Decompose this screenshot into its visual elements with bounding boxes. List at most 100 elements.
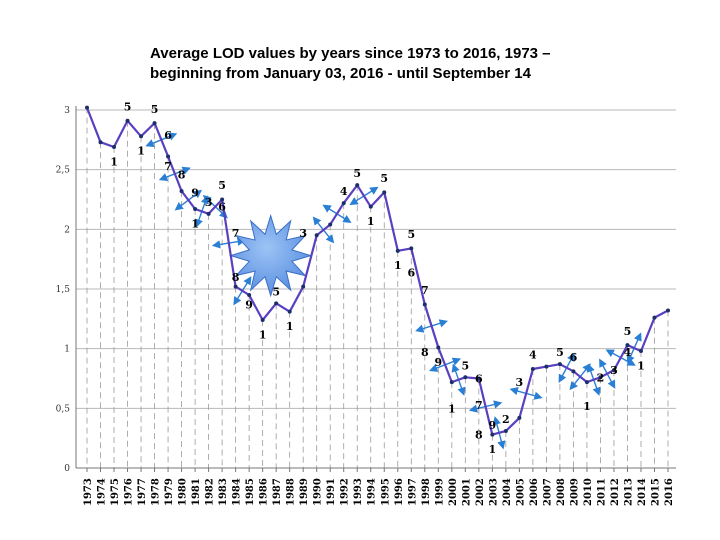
x-tick-label: 2007 (542, 478, 553, 506)
data-point (314, 233, 319, 238)
x-tick-label: 2010 (583, 478, 594, 506)
data-point (274, 301, 279, 306)
data-point (449, 380, 454, 385)
annotation-label: 2 (502, 413, 510, 426)
annotation-label: 1 (137, 145, 145, 158)
annotation-label: 2 (597, 371, 605, 384)
data-point (260, 318, 265, 323)
x-tick-label: 1997 (407, 478, 418, 506)
x-tick-label: 1994 (367, 478, 378, 506)
data-point (193, 207, 198, 212)
annotation-label: 8 (178, 168, 186, 181)
annotation-label: 1 (489, 443, 497, 456)
annotation-label: 6 (164, 129, 172, 142)
x-tick-label: 1973 (83, 478, 94, 506)
annotation-label: 1 (191, 217, 199, 230)
series-line (85, 107, 669, 436)
data-point (247, 292, 252, 297)
x-tick-label: 1983 (218, 478, 229, 506)
annotation-label: 1 (637, 359, 645, 372)
annotation-label: 5 (124, 100, 132, 113)
annotation-label: 1 (583, 400, 591, 413)
annotation-label: 8 (232, 271, 240, 284)
annotation-label: 1 (394, 259, 402, 272)
annotation-label: 4 (624, 346, 632, 359)
x-tick-label: 1974 (97, 478, 108, 506)
annotation-label: 3 (205, 196, 213, 209)
annotation-label: 5 (624, 325, 632, 338)
annotation-label: 9 (245, 299, 253, 312)
data-point (422, 302, 427, 307)
annotation-label: 8 (475, 429, 483, 442)
annotation-label: 8 (421, 346, 429, 359)
x-tick-label: 1995 (380, 478, 391, 506)
data-point (611, 368, 616, 373)
star-burst (228, 213, 313, 298)
data-point (287, 309, 292, 314)
y-axis: 0 0,5 1 1,5 2 2,5 3 (56, 106, 77, 474)
y-tick-label: 3 (64, 106, 70, 116)
x-tick-label: 1991 (326, 478, 337, 506)
annotation-label: 7 (164, 160, 172, 173)
annotation-label: 5 (556, 346, 564, 359)
data-point (625, 343, 630, 348)
data-point (368, 204, 373, 209)
x-tick-label: 1987 (272, 478, 283, 506)
x-tick-label: 2006 (529, 478, 540, 506)
annotation-label: 6 (570, 351, 578, 364)
annotation-label: 6 (475, 373, 483, 386)
x-tick-label: 1981 (191, 478, 202, 506)
x-tick-label: 2015 (650, 478, 661, 506)
chart-title-line-1: Average LOD values by years since 1973 t… (150, 45, 551, 62)
chart-title: Average LOD values by years since 1973 t… (150, 44, 590, 84)
data-point (571, 369, 576, 374)
x-tick-label: 2004 (502, 478, 513, 506)
annotation-label: 6 (218, 201, 226, 214)
annotation-label: 3 (516, 376, 524, 389)
y-tick-label: 2 (64, 225, 70, 235)
x-tick-label: 2002 (475, 478, 486, 506)
data-point (638, 349, 643, 354)
x-tick-label: 2012 (610, 478, 621, 506)
annotation-label: 1 (286, 320, 294, 333)
annotation-label: 4 (340, 185, 348, 198)
data-point (206, 211, 211, 216)
data-point (301, 284, 306, 289)
data-point (584, 380, 589, 385)
data-point (179, 189, 184, 194)
annotation-label: 7 (232, 227, 240, 240)
annotation-label: 7 (421, 284, 429, 297)
x-tick-label: 2008 (556, 478, 567, 506)
y-tick-label: 0,5 (56, 404, 71, 414)
data-point (125, 118, 130, 123)
y-tick-label: 0 (64, 464, 70, 474)
annotation-label: 1 (259, 328, 267, 341)
data-point (166, 154, 171, 159)
x-tick-label: 2016 (664, 478, 675, 506)
x-tick-label: 1990 (313, 478, 324, 506)
x-tick-label: 1979 (164, 478, 175, 506)
x-tick-label: 1978 (151, 478, 162, 506)
data-point (517, 415, 522, 420)
data-point (652, 315, 657, 320)
data-point (395, 248, 400, 253)
lod-series-line (85, 107, 669, 436)
series-points (85, 105, 670, 437)
annotation-label: 1 (367, 215, 375, 228)
annotation-label: 5 (353, 167, 361, 180)
x-tick-label: 1993 (353, 478, 364, 506)
x-tick-label: 2011 (596, 478, 607, 506)
annotation-label: 9 (191, 186, 199, 199)
annotation-label: 5 (380, 172, 388, 185)
data-point (98, 140, 103, 145)
data-point (544, 364, 549, 369)
x-tick-label: 1988 (286, 478, 297, 506)
y-tick-label: 1 (64, 345, 70, 355)
data-point (139, 134, 144, 139)
data-point (112, 144, 117, 149)
annotation-label: 5 (151, 103, 159, 116)
y-tick-label: 2,5 (56, 166, 71, 176)
data-point (530, 366, 535, 371)
